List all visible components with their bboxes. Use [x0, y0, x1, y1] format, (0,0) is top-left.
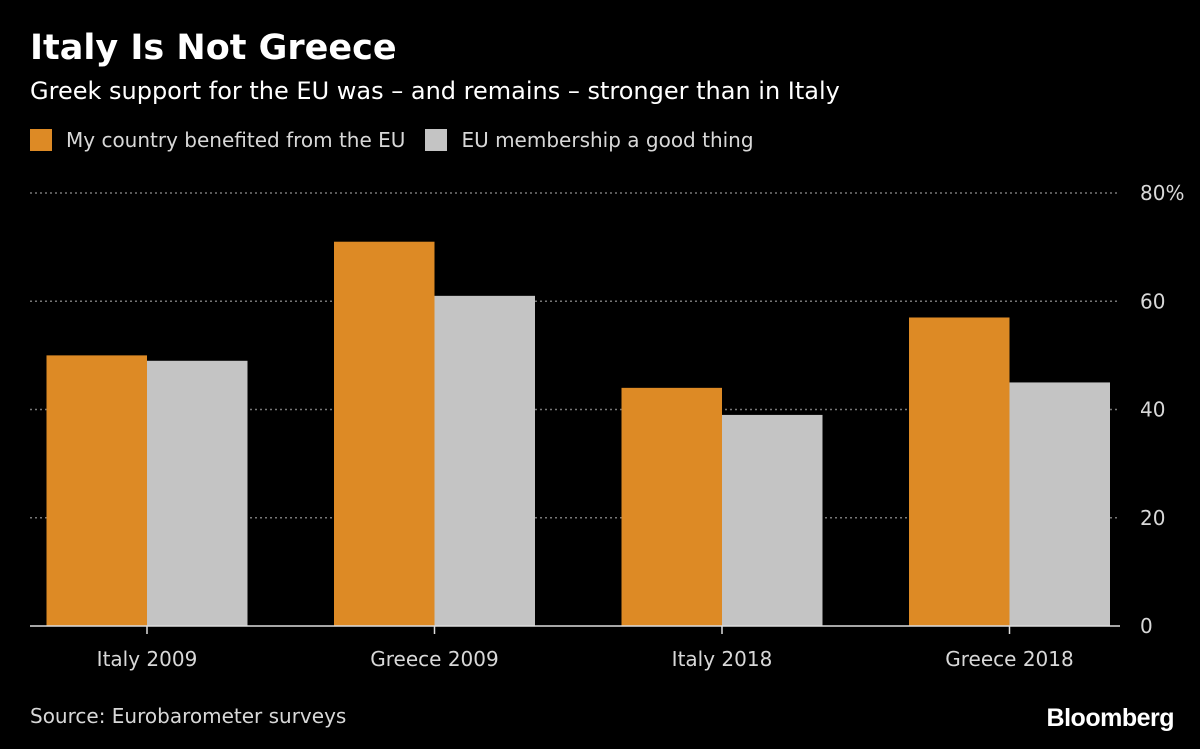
- bloomberg-logo: Bloomberg: [1046, 704, 1175, 732]
- legend-label-good-thing: EU membership a good thing: [461, 128, 754, 152]
- x-tick-label: Greece 2009: [370, 647, 498, 671]
- x-tick-label: Italy 2009: [97, 647, 198, 671]
- bar-benefited: [334, 241, 435, 626]
- y-tick-label: 0: [1140, 614, 1153, 638]
- x-tick-label: Greece 2018: [945, 647, 1073, 671]
- bar-good-thing: [1009, 382, 1110, 626]
- legend: My country benefited from the EU EU memb…: [30, 128, 774, 152]
- legend-label-benefited: My country benefited from the EU: [66, 128, 406, 152]
- bar-good-thing: [434, 295, 535, 626]
- source-note: Source: Eurobarometer surveys: [30, 704, 347, 728]
- bar-benefited: [46, 355, 147, 626]
- bar-good-thing: [147, 360, 248, 626]
- x-tick-label: Italy 2018: [672, 647, 773, 671]
- legend-swatch-benefited: [30, 129, 52, 151]
- bar-benefited: [909, 317, 1010, 626]
- chart-title: Italy Is Not Greece: [30, 28, 397, 68]
- y-tick-label: 80%: [1140, 181, 1184, 205]
- legend-swatch-good-thing: [425, 129, 448, 151]
- y-tick-label: 20: [1140, 506, 1165, 530]
- bar-good-thing: [722, 414, 823, 626]
- bar-benefited: [621, 387, 722, 626]
- y-tick-label: 60: [1140, 289, 1165, 313]
- chart-subtitle: Greek support for the EU was – and remai…: [30, 77, 840, 105]
- y-tick-label: 40: [1140, 398, 1165, 422]
